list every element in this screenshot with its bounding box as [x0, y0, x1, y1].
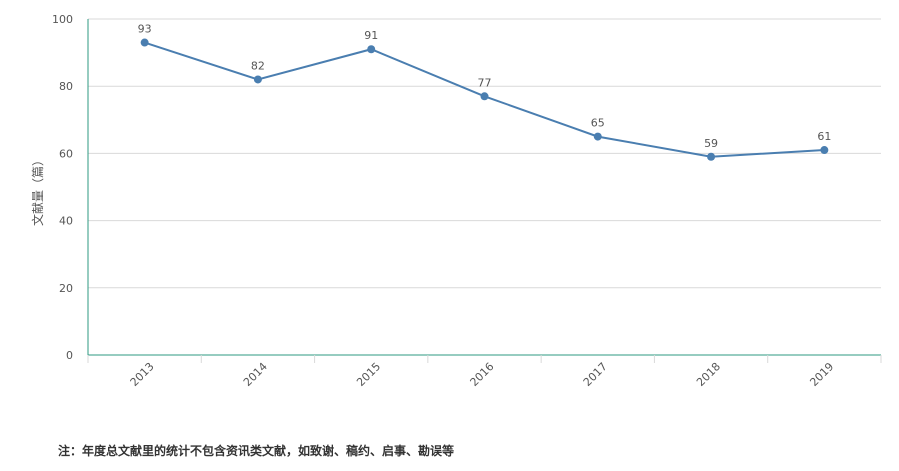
- data-label: 65: [591, 117, 605, 130]
- data-label: 82: [251, 59, 265, 72]
- data-label: 91: [364, 29, 378, 42]
- x-tick-label: 2015: [354, 360, 383, 389]
- data-point: [367, 45, 376, 54]
- data-point: [480, 92, 489, 101]
- y-tick-label: 20: [59, 282, 73, 295]
- data-point: [707, 152, 716, 161]
- data-label: 61: [817, 130, 831, 143]
- x-tick-labels: 2013 2014 2015 2016 2017 2018 2019: [128, 360, 837, 389]
- y-axis-label: 文献量（篇）: [30, 154, 45, 226]
- y-tick-label: 40: [59, 215, 73, 228]
- data-point: [593, 132, 602, 141]
- footnote: 注：年度总文献里的统计不包含资讯类文献，如致谢、稿约、启事、勘误等: [58, 444, 455, 458]
- y-tick-label: 100: [52, 13, 73, 26]
- x-tick-label: 2016: [468, 360, 497, 389]
- data-point: [820, 146, 829, 155]
- x-tick-label: 2018: [694, 360, 723, 389]
- data-labels: 93 82 91 77 65 59 61: [138, 23, 832, 150]
- axes: [87, 19, 882, 363]
- data-label: 93: [138, 23, 152, 36]
- data-point: [253, 75, 262, 84]
- x-tick-label: 2017: [581, 360, 610, 389]
- data-point: [140, 38, 149, 47]
- series-line: [140, 38, 829, 161]
- y-tick-label: 60: [59, 147, 73, 160]
- y-tick-label: 0: [66, 349, 73, 362]
- y-tick-label: 80: [59, 80, 73, 93]
- x-tick-label: 2019: [807, 360, 836, 389]
- x-tick-label: 2014: [241, 360, 270, 389]
- data-label: 77: [478, 76, 492, 89]
- x-tick-label: 2013: [128, 360, 157, 389]
- gridlines: [88, 18, 881, 289]
- y-tick-labels: 0 20 40 60 80 100: [52, 13, 73, 362]
- data-label: 59: [704, 137, 718, 150]
